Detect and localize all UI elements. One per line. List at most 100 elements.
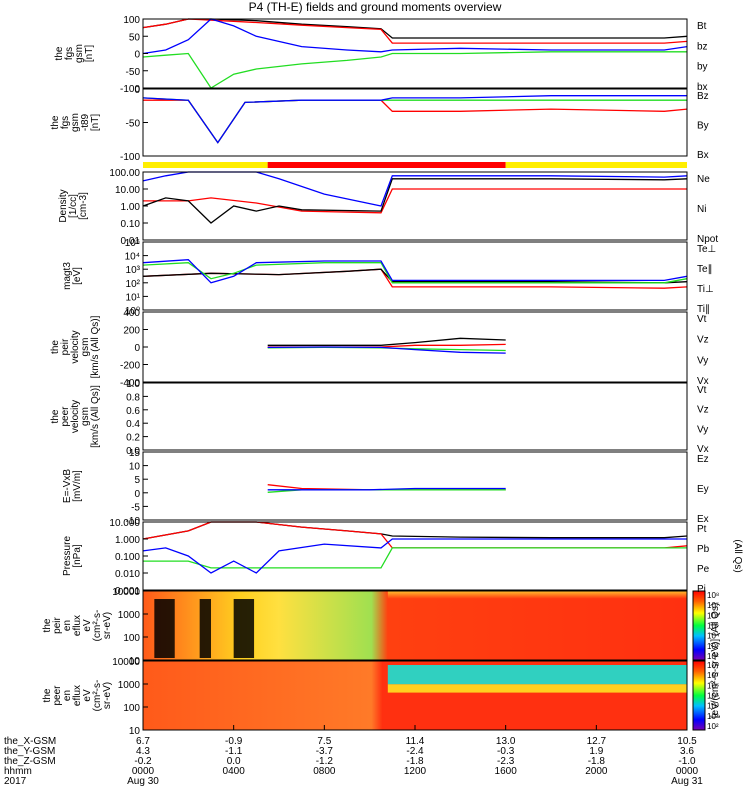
colorbar-tick: 10⁵ [707,692,719,701]
ylabel-line: gsm [80,338,91,357]
peer-spectrogram-band [387,665,687,685]
xaxis-value: 6.7 [136,736,150,747]
ytick-label: 0.0 [126,446,140,457]
legend-efield-Ex: Ex [697,514,709,525]
ytick-label: 0 [134,50,140,61]
mode-bar-segment [267,162,506,168]
ylabel-line: fgs [60,116,71,129]
ylabel-line: [eV] [72,267,83,285]
ytick-label: -400 [120,378,140,389]
legend-density-Ni: Ni [697,204,706,215]
ytick-label: 5 [134,475,140,486]
ytick-label: 0 [134,489,140,500]
chart-title: P4 (TH-E) fields and ground moments over… [248,0,502,14]
xaxis-row-label: hhmm [4,766,32,777]
ylabel-peir-flux: thepeirenefluxeV(cm²-s-sr-eV) [42,610,113,642]
ytick-label: -50 [126,67,141,78]
legend-peer-vel-Vy: Vy [697,424,708,435]
series-pressure-Pe [143,547,687,569]
legend-density-Npot: Npot [697,234,718,245]
ytick-label: 10000 [112,657,140,668]
ytick-label: 15 [129,448,141,459]
ylabel-line: (cm²-s- [92,610,103,642]
xaxis-value: 1600 [495,766,518,777]
ylabel-line: the [50,115,61,129]
ylabel-line: velocity [70,400,81,433]
ylabel-line: fgs [64,47,75,60]
xaxis-value: 0400 [223,766,246,777]
xaxis-value: -0.3 [497,746,515,757]
ylabel-efield: E=-VxB[mV/m] [62,469,83,504]
ytick-label: 100 [123,703,140,714]
ylabel-line: gsm [70,113,81,132]
ytick-label: 10.000 [109,518,140,529]
ytick-label: 10.00 [115,185,140,196]
ytick-label: 10² [126,279,141,290]
series-fgs-t89-Bz [143,99,688,144]
series-density-Ni [142,178,688,224]
peer-spectrogram-band [387,684,687,693]
xaxis-value: -0.2 [134,756,152,767]
ytick-label: 10000 [112,587,140,598]
xaxis-value: 7.5 [317,736,331,747]
ytick-label: 100 [123,15,140,26]
peir-spectrogram-gap [233,599,255,658]
xaxis-row-label: 2017 [4,776,27,787]
ylabel-line: [km/s (All Qs)] [90,315,101,378]
series-fgs-by [142,51,687,89]
xaxis-value: 12.7 [587,736,607,747]
legend-peir-vel-Vz: Vz [697,335,709,346]
colorbar-tick: 10⁷ [707,671,719,680]
xaxis-value: -1.1 [225,746,243,757]
series-fgs-Bt [142,18,688,39]
ytick-label: 10¹ [126,292,141,303]
ylabel-peer-flux: thepeerenefluxeV(cm²-s-sr-eV) [42,680,113,712]
ylabel-line: magt3 [62,262,73,290]
legend-peer-vel-Vz: Vz [697,405,709,416]
ylabel-line: eflux [72,685,83,706]
ylabel-line: gsm [74,44,85,63]
ytick-label: 0 [134,85,140,96]
ylabel-line: eV [82,689,93,702]
legend-fgs-Bt: Bt [697,21,707,32]
ytick-label: 0.010 [115,569,140,580]
series-efield-Ex [267,487,506,491]
colorbar-tick: 10³ [707,642,719,651]
ylabel-line: [nT] [84,45,95,62]
panel-frame-density [142,171,688,241]
ylabel-density: Density[1/cc][cm-3] [58,189,89,222]
legend-pressure-Pt: Pt [697,524,707,535]
ylabel-line: en [62,620,73,631]
ylabel-line: -t89 [80,113,91,131]
series-pressure-Pb [142,521,688,549]
ytick-label: 10⁰ [125,306,140,317]
xaxis-value: 1200 [404,766,427,777]
legend-temp-Ti⊥: Ti⊥ [697,284,714,295]
ylabel-line: [cm-3] [78,192,89,220]
series-fgs-bz [142,18,688,44]
ytick-label: 1000 [118,680,141,691]
xaxis-value: 2000 [585,766,608,777]
colorbar-tick: 10⁶ [707,611,719,620]
ytick-label: 1.00 [121,202,141,213]
ytick-label: 100.00 [109,168,140,179]
ylabel-line: the [54,46,65,60]
ylabel-line: gsm [80,407,91,426]
ylabel-fgs: thefgsgsm[nT] [54,44,95,63]
ytick-label: 0.2 [126,433,140,444]
legend-efield-Ey: Ey [697,484,709,495]
xaxis-value: -1.2 [316,756,334,767]
colorbar-tick: 10⁴ [707,702,720,711]
colorbar-tick: 10⁸ [707,591,719,600]
ytick-label: -100 [120,84,140,95]
legend-peer-vel-Vx: Vx [697,444,709,455]
colorbar-tick: 10⁷ [707,601,719,610]
ytick-label: 0.01 [121,236,141,247]
xaxis-value: 0.0 [227,756,241,767]
colorbar-label: [eV/(cm²-s-sr-eV)] (All Qs) [710,603,721,719]
legend-pressure-Pb: Pb [697,544,710,555]
ytick-label: 1.000 [115,535,140,546]
series-pressure-Pt [142,521,688,540]
colorbar-tick: 10⁵ [707,622,719,631]
ytick-label: -200 [120,361,140,372]
